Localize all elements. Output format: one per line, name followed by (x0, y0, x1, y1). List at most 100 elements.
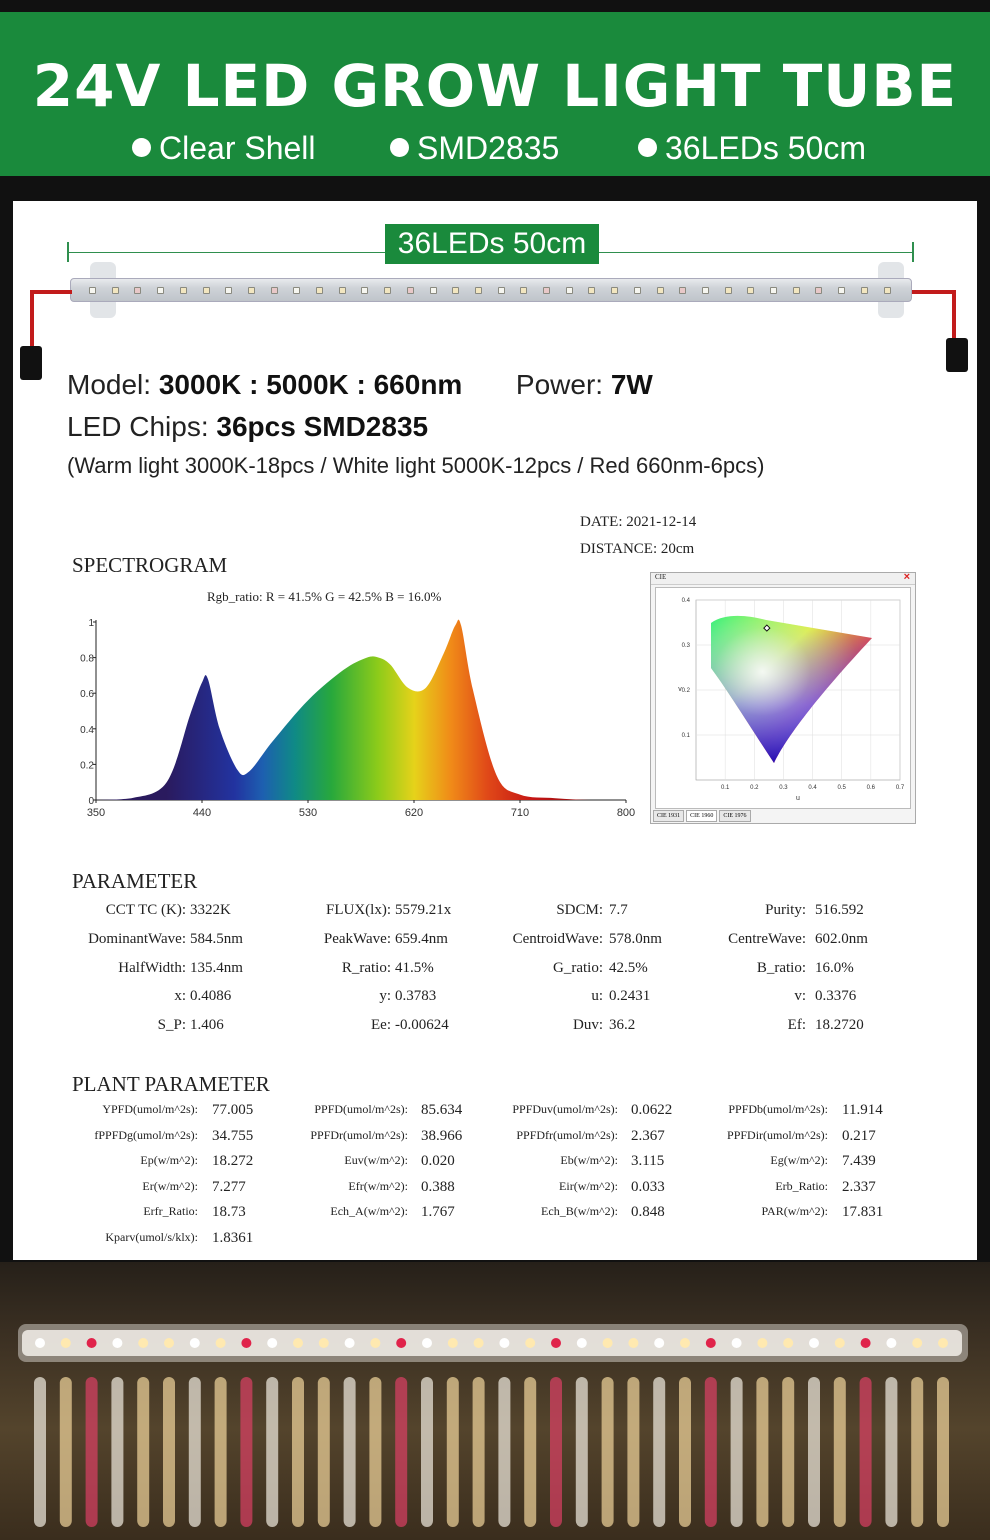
param-value: -0.00624 (395, 1017, 449, 1033)
reflection-streak (292, 1377, 304, 1527)
param-value: 34.755 (212, 1128, 254, 1144)
led-chip (633, 287, 641, 294)
reflection-streak (730, 1377, 743, 1527)
param-label: u: (591, 988, 603, 1004)
param-value: 17.831 (842, 1204, 884, 1220)
param-value: 5579.21x (395, 902, 452, 918)
cie-white-center (711, 615, 872, 763)
y-tick-label: 0.6 (80, 689, 94, 700)
x-tick-label: 620 (405, 807, 423, 819)
param-value: 0.020 (421, 1153, 455, 1169)
param-value: 3322K (190, 902, 231, 918)
param-label: PPFDfr(umol/m^2s): (516, 1128, 618, 1142)
spectrogram-chart: 0 0.2 0.4 0.6 0.8 1 350 440 530 620 710 800 (80, 618, 635, 819)
cie-x-tick-label: 0.6 (867, 785, 876, 791)
param-label: v: (794, 988, 806, 1004)
cie-chart: 0.1 0.2 0.3 0.4 0.5 0.6 0.7 0.1 0.2 0.3 0.4 u v (655, 587, 911, 809)
param-label: Eg(w/m^2): (770, 1153, 828, 1167)
cie-x-tick-label: 0.5 (838, 785, 847, 791)
param-label: PeakWave: (323, 931, 391, 947)
lit-led (809, 1338, 819, 1348)
power-value: 7W (610, 369, 653, 400)
reflection-streak (137, 1377, 150, 1527)
led-tube-image (70, 278, 912, 302)
led-chip (179, 287, 187, 294)
param-label: Er(w/m^2): (142, 1179, 198, 1193)
param-label: Euv(w/m^2): (344, 1153, 408, 1167)
dimension-tick-right (912, 242, 914, 262)
led-chip (656, 287, 664, 294)
lit-led (576, 1338, 587, 1348)
param-label: Eir(w/m^2): (559, 1179, 618, 1193)
param-value: 77.005 (212, 1102, 254, 1118)
param-value: 7.277 (212, 1179, 246, 1195)
header-banner: 24V LED GROW LIGHT TUBE Clear Shell SMD2… (0, 12, 990, 176)
reflection-streak (111, 1377, 124, 1527)
param-label: CCT TC (K): (105, 902, 186, 918)
param-value: 2.337 (842, 1179, 876, 1195)
param-label: fPPFDg(umol/m^2s): (94, 1128, 198, 1142)
feature-clear-shell: Clear Shell (132, 130, 316, 167)
param-label: S_P: (157, 1017, 186, 1033)
tab-cie-1960[interactable]: CIE 1960 (686, 810, 718, 822)
cie-x-tick-label: 0.7 (896, 785, 905, 791)
model-line: Model: 3000K : 5000K : 660nm Power: 7W (67, 369, 653, 401)
reflection-streak (395, 1377, 408, 1527)
param-label: Ech_B(w/m^2): (541, 1204, 618, 1218)
tab-cie-1931[interactable]: CIE 1931 (653, 810, 685, 822)
led-chip (724, 287, 732, 294)
led-chip (202, 287, 210, 294)
reflection-streak (266, 1377, 279, 1527)
lit-led (370, 1338, 381, 1348)
reflection-streak (421, 1377, 433, 1527)
lit-tube-illustration (18, 1324, 968, 1527)
param-label: DominantWave: (88, 931, 186, 947)
param-label: Efr(w/m^2): (348, 1179, 408, 1193)
cie-x-tick-label: 0.4 (808, 785, 817, 791)
led-chip (134, 287, 142, 294)
param-value: 602.0nm (815, 931, 868, 947)
param-value: 36.2 (609, 1017, 636, 1033)
led-chip (860, 287, 868, 294)
param-value: 18.73 (212, 1204, 246, 1220)
y-tick-label: 0 (88, 796, 94, 807)
close-icon[interactable]: × (903, 571, 910, 583)
led-chip (520, 287, 528, 294)
param-value: 584.5nm (190, 931, 243, 947)
lit-led (35, 1338, 45, 1348)
y-tick-label: 0.2 (80, 760, 94, 771)
x-tick-label: 440 (193, 807, 211, 819)
y-tick-label: 1 (88, 618, 94, 629)
lit-led (267, 1338, 278, 1348)
param-value: 42.5% (609, 960, 648, 976)
reflection-streak (163, 1377, 175, 1527)
led-chip (225, 287, 233, 294)
x-tick-label: 530 (299, 807, 317, 819)
reflection-streak (808, 1377, 820, 1527)
reflection-streak (627, 1377, 640, 1527)
cie-y-tick-label: 0.2 (682, 688, 691, 694)
param-label: CentroidWave: (512, 931, 603, 947)
led-chip (384, 287, 392, 294)
param-label: Kparv(umol/s/klx): (105, 1230, 198, 1244)
chips-line: LED Chips: 36pcs SMD2835 (67, 411, 428, 443)
param-value: 135.4nm (190, 960, 243, 976)
led-chip (543, 287, 550, 294)
lit-led (293, 1338, 303, 1348)
lit-led (396, 1338, 407, 1348)
reflection-streak (188, 1377, 201, 1527)
param-value: 18.2720 (815, 1017, 864, 1033)
y-tick-label: 0.8 (80, 654, 94, 665)
chips-label: LED Chips: (67, 411, 209, 442)
param-value: 0.033 (631, 1179, 665, 1195)
lit-led (447, 1338, 458, 1348)
param-label: Ep(w/m^2): (140, 1153, 198, 1167)
param-value: 0.3783 (395, 988, 437, 1004)
cie-x-tick-label: 0.2 (750, 785, 759, 791)
reflection-streak (911, 1377, 924, 1527)
tab-cie-1976[interactable]: CIE 1976 (719, 810, 751, 822)
lit-led (757, 1338, 768, 1348)
param-value: 0.848 (631, 1204, 665, 1220)
param-label: PPFDb(umol/m^2s): (728, 1102, 828, 1116)
x-tick-label: 710 (511, 807, 529, 819)
